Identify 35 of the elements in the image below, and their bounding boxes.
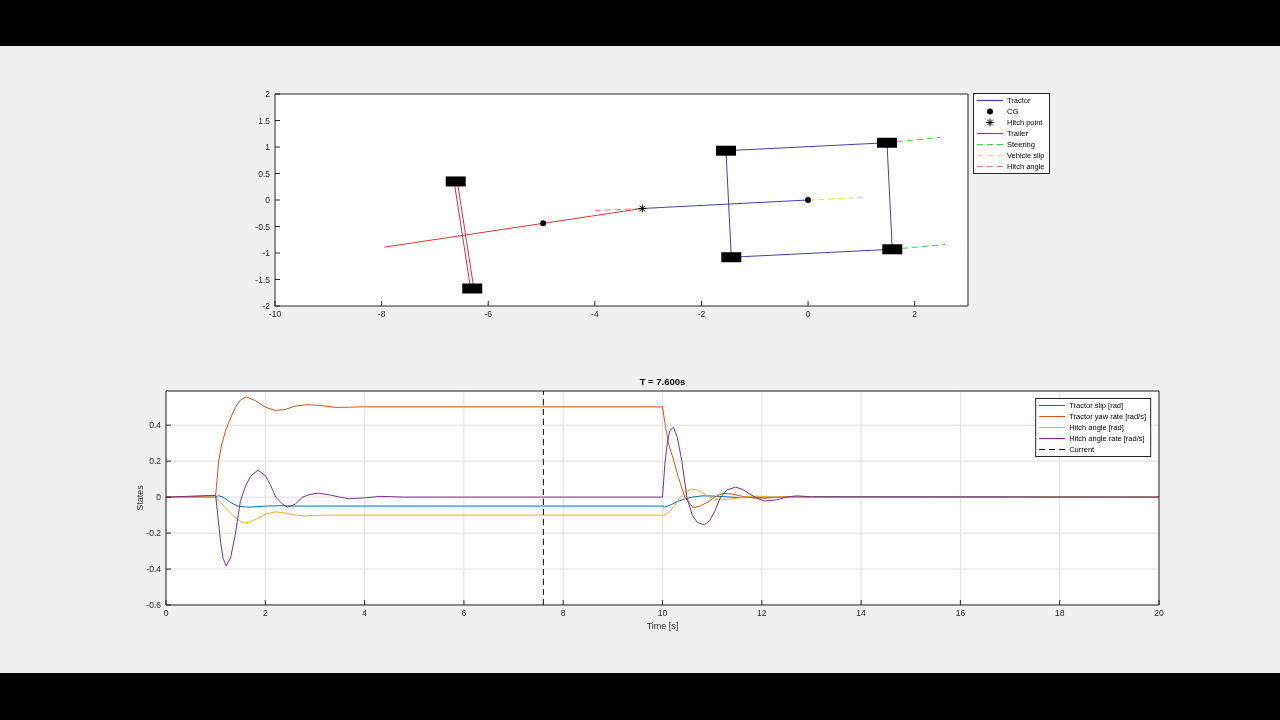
y-tick-label: 0.5 [258, 168, 271, 179]
y-tick-label: -1.5 [255, 274, 271, 285]
x-tick-label: 0 [805, 309, 811, 320]
y-tick-label: 0 [265, 195, 271, 206]
y-tick-label: -0.4 [146, 564, 162, 575]
x-tick-label: 16 [955, 608, 966, 619]
x-tick-label: 8 [560, 608, 566, 619]
y-tick-label: 1 [265, 142, 271, 153]
y-axis-title: States [135, 485, 145, 511]
y-tick-label: 1.5 [258, 115, 271, 126]
y-tick-label: 0.4 [149, 420, 162, 431]
x-axis-title: Time [s] [646, 621, 679, 631]
x-tick-label: -10 [268, 309, 282, 320]
x-tick-label: 18 [1054, 608, 1065, 619]
y-tick-label: 0 [156, 492, 162, 503]
x-tick-label: -6 [484, 309, 493, 320]
chart-title: T = 7.600s [639, 376, 686, 387]
x-tick-label: 14 [856, 608, 867, 619]
x-tick-label: 12 [757, 608, 767, 619]
x-tick-label: -4 [591, 309, 599, 320]
y-tick-label: -0.6 [146, 600, 162, 611]
y-tick-label: 2 [265, 89, 271, 100]
y-tick-label: -1 [262, 248, 271, 259]
x-tick-label: 20 [1154, 608, 1164, 619]
y-tick-label: -0.2 [146, 528, 162, 539]
y-tick-label: 0.2 [149, 456, 162, 467]
y-tick-label: -2 [262, 301, 271, 312]
x-tick-label: 0 [163, 608, 169, 619]
x-tick-label: -2 [697, 309, 706, 320]
x-tick-label: 10 [657, 608, 668, 619]
x-tick-label: 4 [362, 608, 368, 619]
x-tick-label: 2 [912, 309, 918, 320]
y-tick-label: -0.5 [255, 221, 271, 232]
x-tick-label: 6 [461, 608, 467, 619]
x-tick-label: -8 [377, 309, 386, 320]
